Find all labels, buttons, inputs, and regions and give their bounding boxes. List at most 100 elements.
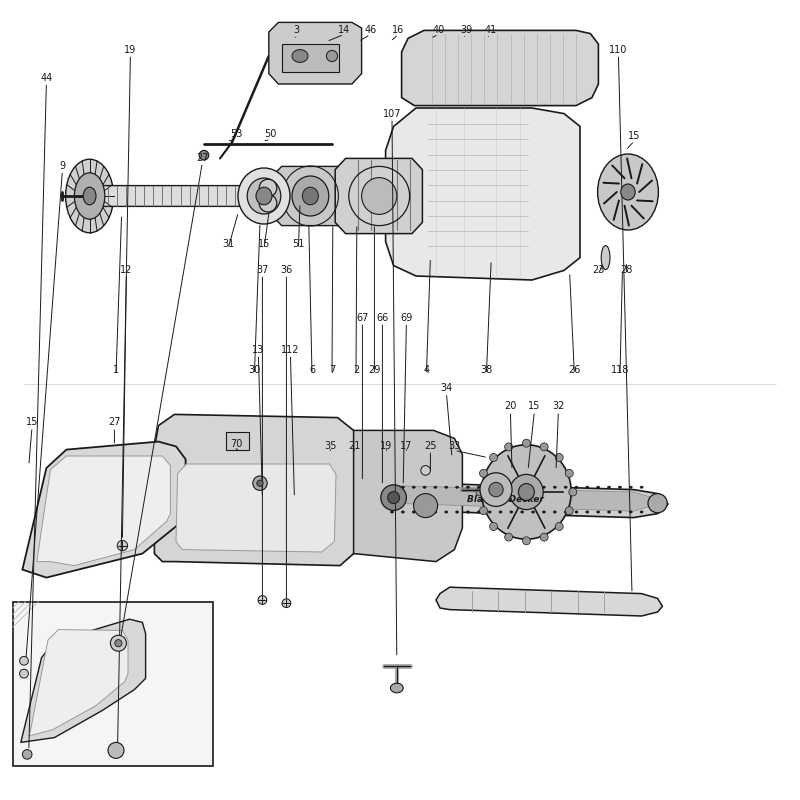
Ellipse shape — [499, 486, 502, 488]
Ellipse shape — [479, 470, 487, 478]
Text: 118: 118 — [611, 365, 629, 374]
Ellipse shape — [253, 476, 267, 490]
Ellipse shape — [434, 511, 437, 514]
Ellipse shape — [455, 511, 458, 514]
Text: 28: 28 — [620, 265, 633, 274]
Text: 32: 32 — [552, 402, 565, 411]
Ellipse shape — [648, 494, 667, 513]
Text: 12: 12 — [120, 265, 133, 274]
Polygon shape — [22, 442, 186, 578]
Ellipse shape — [466, 511, 470, 514]
Ellipse shape — [19, 656, 29, 666]
Ellipse shape — [618, 486, 622, 488]
Polygon shape — [24, 0, 776, 384]
Text: 38: 38 — [480, 365, 493, 374]
Text: 23: 23 — [592, 265, 605, 274]
Ellipse shape — [117, 541, 128, 550]
Text: 51: 51 — [292, 239, 305, 249]
Text: 19: 19 — [124, 45, 137, 54]
Text: 17: 17 — [400, 441, 413, 450]
Ellipse shape — [640, 511, 643, 514]
Text: Black & Decker: Black & Decker — [467, 495, 544, 505]
Ellipse shape — [505, 443, 513, 451]
Ellipse shape — [258, 595, 267, 605]
Text: 36: 36 — [280, 265, 293, 274]
Ellipse shape — [607, 511, 610, 514]
Ellipse shape — [618, 511, 622, 514]
Ellipse shape — [586, 511, 589, 514]
Text: 107: 107 — [382, 109, 402, 118]
Ellipse shape — [499, 511, 502, 514]
Ellipse shape — [488, 486, 491, 488]
Text: 31: 31 — [222, 239, 234, 249]
Ellipse shape — [555, 522, 563, 530]
Polygon shape — [358, 482, 668, 518]
Text: 26: 26 — [568, 365, 581, 374]
Ellipse shape — [518, 483, 534, 501]
Polygon shape — [402, 30, 598, 106]
Polygon shape — [37, 456, 170, 566]
Ellipse shape — [505, 533, 513, 541]
Text: 4: 4 — [423, 365, 430, 374]
Text: 19: 19 — [380, 441, 393, 450]
Text: 66: 66 — [376, 313, 389, 322]
Ellipse shape — [510, 474, 543, 510]
Ellipse shape — [455, 486, 458, 488]
Ellipse shape — [110, 635, 126, 651]
Ellipse shape — [564, 486, 567, 488]
Ellipse shape — [292, 176, 329, 216]
Text: 29: 29 — [368, 365, 381, 374]
Ellipse shape — [256, 187, 272, 205]
Ellipse shape — [597, 511, 600, 514]
Ellipse shape — [257, 480, 263, 486]
Text: 27: 27 — [108, 418, 121, 427]
Ellipse shape — [476, 488, 484, 496]
Ellipse shape — [478, 511, 481, 514]
Ellipse shape — [412, 511, 415, 514]
Text: 7: 7 — [329, 365, 335, 374]
Text: 15: 15 — [528, 402, 541, 411]
Text: 9: 9 — [59, 161, 66, 170]
Ellipse shape — [259, 179, 277, 197]
Text: 15: 15 — [258, 239, 270, 249]
Text: 16: 16 — [392, 25, 405, 34]
Ellipse shape — [247, 178, 281, 214]
Ellipse shape — [199, 150, 209, 160]
Ellipse shape — [478, 486, 481, 488]
Ellipse shape — [390, 486, 394, 488]
Ellipse shape — [575, 511, 578, 514]
Ellipse shape — [282, 598, 290, 608]
Ellipse shape — [445, 486, 448, 488]
Polygon shape — [335, 158, 422, 234]
Ellipse shape — [292, 50, 308, 62]
Ellipse shape — [510, 486, 513, 488]
Ellipse shape — [302, 187, 318, 205]
Ellipse shape — [326, 50, 338, 62]
Ellipse shape — [421, 466, 430, 475]
Ellipse shape — [423, 511, 426, 514]
Polygon shape — [90, 186, 260, 206]
Text: 3: 3 — [293, 25, 299, 34]
Ellipse shape — [607, 486, 610, 488]
Ellipse shape — [489, 482, 503, 497]
Text: 39: 39 — [460, 25, 473, 34]
Text: 33: 33 — [448, 441, 461, 450]
Ellipse shape — [553, 486, 556, 488]
Ellipse shape — [542, 486, 546, 488]
Ellipse shape — [480, 473, 512, 506]
Polygon shape — [386, 108, 580, 280]
Ellipse shape — [381, 485, 406, 510]
Ellipse shape — [388, 491, 400, 504]
Ellipse shape — [629, 511, 632, 514]
Ellipse shape — [540, 443, 548, 451]
Text: 6: 6 — [309, 365, 315, 374]
Text: 13: 13 — [252, 345, 265, 354]
Text: 34: 34 — [440, 383, 453, 393]
Ellipse shape — [479, 506, 487, 514]
Ellipse shape — [490, 522, 498, 530]
Text: 2: 2 — [353, 365, 359, 374]
Text: 40: 40 — [432, 25, 445, 34]
Ellipse shape — [621, 184, 635, 200]
Ellipse shape — [542, 511, 546, 514]
Ellipse shape — [602, 246, 610, 270]
